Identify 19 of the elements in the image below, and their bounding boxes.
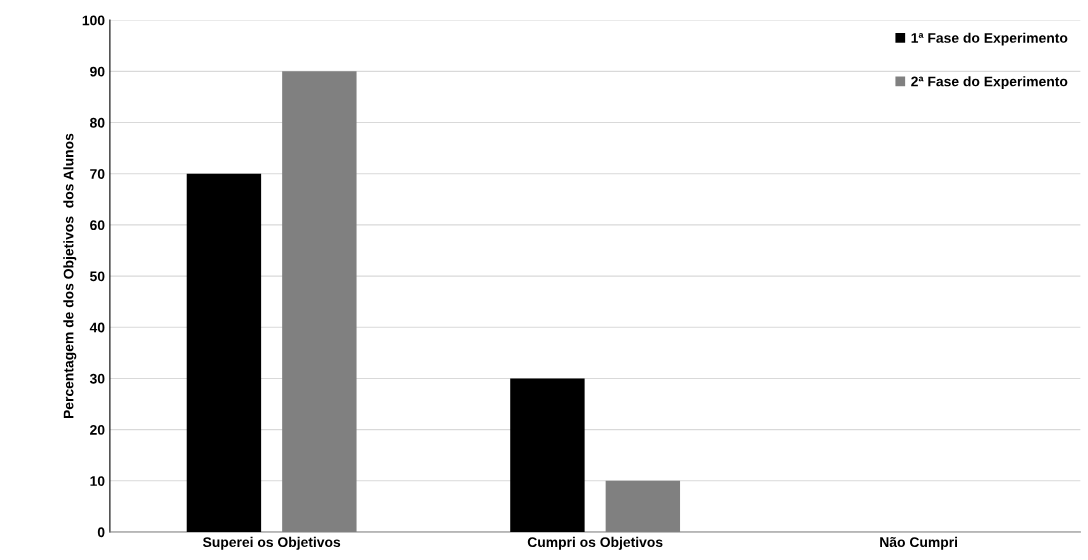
y-tick-label: 20 — [90, 424, 105, 435]
y-tick-label: 50 — [90, 271, 105, 282]
y-tick-label: 0 — [97, 527, 105, 538]
legend-label: 2ª Fase do Experimento — [911, 76, 1068, 90]
x-tick-label: Não Cumpri — [880, 536, 958, 550]
x-tick-label: Superei os Objetivos — [202, 536, 341, 550]
y-tick-label: 80 — [90, 117, 105, 128]
y-tick-label: 10 — [90, 476, 105, 486]
legend-label: 1ª Fase do Experimento — [911, 32, 1068, 46]
bar — [186, 173, 262, 532]
y-tick-label: 30 — [89, 373, 105, 384]
bar — [510, 378, 585, 532]
y-tick-label: 60 — [90, 220, 105, 231]
y-tick-label: 70 — [90, 169, 105, 179]
y-tick-label: 90 — [90, 66, 105, 77]
y-tick-label: 100 — [82, 15, 105, 26]
y-axis-title: Percentagem de dos Objetivos dos Alunos — [63, 133, 77, 419]
x-tick-label: Cumpri os Objetivos — [527, 536, 663, 550]
y-tick-label: 40 — [89, 322, 105, 333]
